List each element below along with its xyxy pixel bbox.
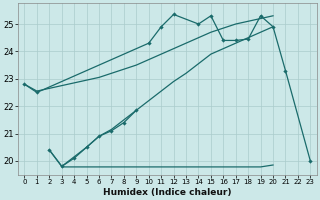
- X-axis label: Humidex (Indice chaleur): Humidex (Indice chaleur): [103, 188, 232, 197]
